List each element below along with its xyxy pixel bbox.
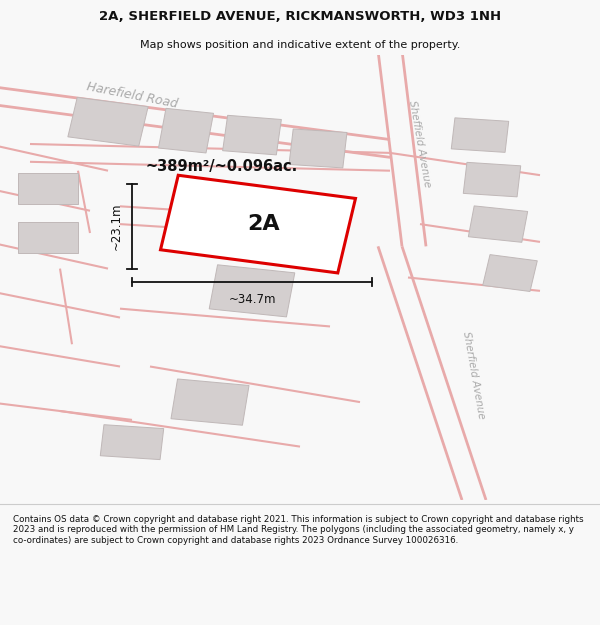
Polygon shape — [18, 222, 78, 253]
Polygon shape — [68, 98, 148, 146]
Polygon shape — [100, 425, 164, 459]
Polygon shape — [209, 265, 295, 317]
Polygon shape — [223, 115, 281, 155]
Text: ~34.7m: ~34.7m — [228, 293, 276, 306]
Polygon shape — [171, 379, 249, 425]
Text: Map shows position and indicative extent of the property.: Map shows position and indicative extent… — [140, 40, 460, 50]
Polygon shape — [469, 206, 527, 242]
Text: 2A: 2A — [248, 214, 280, 234]
Polygon shape — [158, 108, 214, 153]
Text: Contains OS data © Crown copyright and database right 2021. This information is : Contains OS data © Crown copyright and d… — [13, 515, 584, 545]
Text: 2A, SHERFIELD AVENUE, RICKMANSWORTH, WD3 1NH: 2A, SHERFIELD AVENUE, RICKMANSWORTH, WD3… — [99, 10, 501, 23]
Text: Sherfield Avenue: Sherfield Avenue — [461, 331, 487, 420]
Text: Sheffield Avenue: Sheffield Avenue — [407, 100, 433, 188]
Text: ~389m²/~0.096ac.: ~389m²/~0.096ac. — [146, 159, 298, 174]
Polygon shape — [483, 254, 537, 291]
Polygon shape — [161, 175, 355, 273]
Polygon shape — [451, 118, 509, 152]
Polygon shape — [289, 129, 347, 168]
Text: Harefield Road: Harefield Road — [85, 80, 179, 110]
Text: ~23.1m: ~23.1m — [110, 202, 123, 250]
Polygon shape — [463, 162, 521, 197]
Polygon shape — [18, 173, 78, 204]
